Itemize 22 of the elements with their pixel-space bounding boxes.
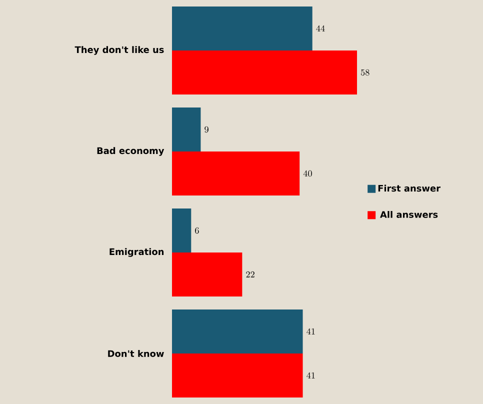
- y-tick-label: They don't like us: [74, 46, 164, 55]
- data-label: 6: [195, 227, 199, 234]
- legend-label: First answer: [378, 184, 440, 192]
- legend-label: All answers: [380, 210, 438, 218]
- bar: [172, 152, 300, 196]
- data-label: 41: [306, 328, 315, 334]
- data-label: 9: [204, 126, 208, 133]
- y-tick-label: Don't know: [108, 350, 164, 357]
- bar: [172, 354, 303, 398]
- bar: [172, 310, 303, 354]
- data-label: 58: [360, 69, 370, 76]
- bar: [172, 50, 358, 95]
- data-label: 41: [306, 372, 315, 378]
- bar: [172, 108, 201, 152]
- data-label: 40: [303, 170, 312, 177]
- bar: [172, 252, 242, 297]
- bar: [172, 6, 312, 51]
- y-tick-label: Bad economy: [97, 147, 164, 156]
- bar: [172, 208, 192, 253]
- data-label: 44: [316, 25, 325, 32]
- y-tick-label: Emigration: [110, 248, 164, 257]
- data-label: 22: [246, 271, 254, 278]
